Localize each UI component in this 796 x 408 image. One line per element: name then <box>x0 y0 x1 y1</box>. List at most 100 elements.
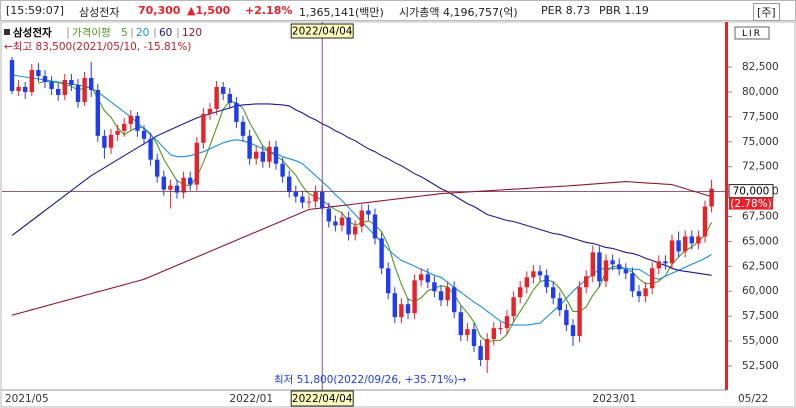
candle-body <box>557 298 562 311</box>
candle-body <box>108 134 114 148</box>
candle-body <box>399 304 404 318</box>
candle-body <box>432 282 437 292</box>
y-tick-label: 52,500 <box>742 360 779 372</box>
max-annotation: ←최고 83,500(2021/05/10, -15.81%) <box>4 41 191 53</box>
candle-body <box>247 135 252 159</box>
candle-body <box>254 151 259 159</box>
candle-body <box>577 287 582 337</box>
candle-body <box>524 277 529 288</box>
candle-body <box>273 146 279 164</box>
candle-body <box>49 81 54 89</box>
plot <box>9 57 714 373</box>
candle-body <box>135 115 140 131</box>
y-tick-label: 57,500 <box>742 310 779 322</box>
candle-body <box>650 268 655 289</box>
candle-body <box>537 271 543 276</box>
time: [15:59:07] <box>6 4 64 17</box>
candle-body <box>603 260 609 282</box>
candle-body <box>491 328 496 340</box>
candle-body <box>102 135 107 148</box>
candle-body <box>207 108 213 114</box>
candle-body <box>240 121 246 136</box>
candle-body <box>214 86 219 109</box>
candle-body <box>465 329 470 336</box>
volume: 1,365,141(백만) <box>299 6 384 19</box>
candle-body <box>584 276 589 288</box>
candle-body <box>458 312 463 336</box>
crosshair-y-label: 70,000 <box>733 186 770 198</box>
per: PER 8.73 <box>541 4 591 17</box>
candle-body <box>287 176 292 192</box>
candle-body <box>425 274 430 283</box>
candle-body <box>353 226 358 235</box>
candle-body <box>511 297 516 317</box>
candle-body <box>412 280 417 314</box>
candle-body <box>669 240 675 264</box>
candle-body <box>333 221 338 226</box>
candle-body <box>445 287 450 301</box>
chart: LIR 삼성전자 가격이평 52,500 55,000 57,500 60,000 62… <box>0 21 796 408</box>
candle-body <box>683 236 688 252</box>
candle-body <box>168 185 173 190</box>
legend-item: 60 <box>159 27 172 39</box>
candle-body <box>419 274 424 281</box>
scale-buttons-box[interactable] <box>734 26 770 40</box>
x-tick-label: 2023/01 <box>592 393 636 405</box>
crosshair-top-label: 2022/04/04 <box>292 26 353 38</box>
candle-body <box>590 252 595 277</box>
candle-body <box>280 163 285 177</box>
candle-body <box>610 260 615 265</box>
ma-line <box>11 181 712 316</box>
y-tick-label: 77,500 <box>742 111 779 123</box>
candle-body <box>518 287 523 298</box>
x-tick-label: 2021/05 <box>5 393 49 405</box>
y-tick-label: 67,500 <box>742 211 779 223</box>
candle-body <box>161 176 166 190</box>
candle-body <box>656 261 661 269</box>
header: [15:59:07] 삼성전자 70,300 ▲1,500 +2.18% 1,3… <box>0 0 796 21</box>
candle-body <box>623 269 628 274</box>
candle-body <box>339 217 345 226</box>
candle-body <box>531 271 536 278</box>
scale-buttons[interactable]: LIR <box>742 29 762 39</box>
legend-item: 20 <box>136 27 149 39</box>
candle-body <box>260 151 265 162</box>
change-pct: +2.18% <box>245 4 293 17</box>
y-tick-label: 55,000 <box>742 335 779 347</box>
candle-body <box>36 70 41 77</box>
candle-body <box>16 86 21 91</box>
candle-body <box>359 210 364 227</box>
candle-body <box>636 291 642 297</box>
candle-body <box>485 339 490 361</box>
candle-body <box>405 304 411 314</box>
period-button[interactable]: [주] <box>753 3 780 21</box>
candle-body <box>498 328 503 330</box>
candle-body <box>155 159 160 177</box>
candle-body <box>438 291 444 301</box>
y-tick-label: 72,500 <box>742 161 779 173</box>
current-bar <box>725 22 728 390</box>
legend-title: 삼성전자 <box>13 26 52 39</box>
candle-body <box>551 287 556 299</box>
candle-body <box>234 102 239 122</box>
candle-body <box>174 185 180 193</box>
candle-body <box>504 316 510 329</box>
candle-body <box>148 138 153 160</box>
candle-body <box>128 115 133 124</box>
candle-body <box>386 268 391 294</box>
candle-body <box>201 113 206 143</box>
candle-body <box>293 191 298 197</box>
candle-body <box>597 252 602 282</box>
candle-body <box>544 275 549 288</box>
y-tick-label: 65,000 <box>742 235 779 247</box>
ma-line <box>11 103 712 276</box>
market-cap: 시가총액 4,196,757(억) <box>399 6 518 19</box>
candle-body <box>141 130 147 139</box>
candle-body <box>471 329 477 347</box>
x-tick-label: 05/22 <box>738 393 768 405</box>
crosshair-top-box <box>290 23 354 39</box>
candle-body <box>267 146 272 162</box>
y-tick-label: 82,500 <box>742 61 779 73</box>
pbr: PBR 1.19 <box>599 4 649 17</box>
